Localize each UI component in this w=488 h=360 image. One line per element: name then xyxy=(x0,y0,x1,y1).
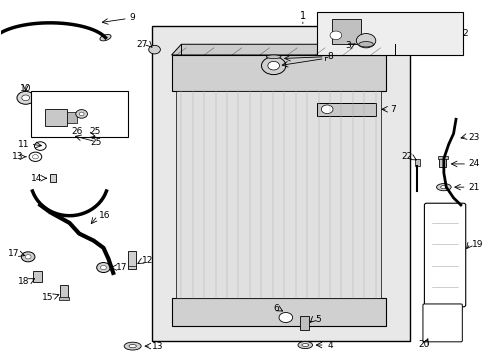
Text: 3: 3 xyxy=(345,41,351,50)
Text: 19: 19 xyxy=(470,240,482,249)
Bar xyxy=(127,251,135,269)
Bar xyxy=(331,19,361,44)
Ellipse shape xyxy=(266,55,281,59)
Text: 17: 17 xyxy=(8,249,20,258)
Circle shape xyxy=(25,255,31,259)
Circle shape xyxy=(21,252,35,262)
Bar xyxy=(171,55,385,91)
Text: 9: 9 xyxy=(129,13,135,22)
Circle shape xyxy=(97,262,110,273)
Circle shape xyxy=(148,45,160,54)
Text: 16: 16 xyxy=(99,211,110,220)
Circle shape xyxy=(267,62,279,70)
Bar xyxy=(414,158,419,166)
Circle shape xyxy=(22,95,30,101)
Circle shape xyxy=(329,31,341,40)
Bar xyxy=(176,91,380,298)
Text: 13: 13 xyxy=(152,342,163,351)
Bar xyxy=(59,297,69,300)
Text: 11: 11 xyxy=(18,140,30,149)
FancyBboxPatch shape xyxy=(152,26,409,341)
Circle shape xyxy=(321,105,332,113)
FancyBboxPatch shape xyxy=(422,304,461,342)
Text: 23: 23 xyxy=(467,132,479,141)
Text: 18: 18 xyxy=(18,277,30,286)
Text: 14: 14 xyxy=(31,174,42,183)
Text: 27: 27 xyxy=(136,40,147,49)
Bar xyxy=(317,103,375,116)
Ellipse shape xyxy=(124,342,141,350)
FancyBboxPatch shape xyxy=(424,203,465,307)
FancyBboxPatch shape xyxy=(317,12,462,55)
Text: 8: 8 xyxy=(326,52,332,61)
FancyBboxPatch shape xyxy=(30,91,127,137)
Text: 5: 5 xyxy=(314,315,320,324)
Circle shape xyxy=(76,110,87,118)
Ellipse shape xyxy=(436,184,450,191)
Bar xyxy=(438,157,446,167)
Text: 10: 10 xyxy=(20,84,31,93)
Ellipse shape xyxy=(297,342,312,348)
Text: 7: 7 xyxy=(389,105,395,114)
Polygon shape xyxy=(171,44,394,55)
Bar xyxy=(67,112,77,123)
Text: 2: 2 xyxy=(462,29,467,38)
Text: 20: 20 xyxy=(418,340,429,349)
Text: 1: 1 xyxy=(299,11,305,21)
Text: 17: 17 xyxy=(116,263,127,272)
Circle shape xyxy=(79,112,84,116)
Bar xyxy=(60,285,68,298)
Circle shape xyxy=(101,265,106,270)
Bar xyxy=(437,156,447,158)
Text: 4: 4 xyxy=(326,341,332,350)
Text: 25: 25 xyxy=(90,138,102,147)
Ellipse shape xyxy=(440,185,446,189)
Text: 13: 13 xyxy=(12,152,23,161)
Text: 25: 25 xyxy=(89,127,100,136)
Bar xyxy=(45,109,67,126)
Circle shape xyxy=(17,91,34,104)
Text: 22: 22 xyxy=(400,152,411,161)
Text: 12: 12 xyxy=(142,256,153,265)
Ellipse shape xyxy=(358,41,372,47)
Bar xyxy=(300,316,308,330)
Circle shape xyxy=(261,57,285,75)
Circle shape xyxy=(279,312,292,323)
Text: 6: 6 xyxy=(273,304,279,313)
Circle shape xyxy=(356,33,375,48)
Text: 26: 26 xyxy=(71,127,82,136)
Bar xyxy=(171,298,385,327)
Text: 24: 24 xyxy=(467,159,478,168)
Text: 15: 15 xyxy=(42,293,54,302)
Bar xyxy=(50,174,56,182)
Ellipse shape xyxy=(129,345,136,348)
Bar xyxy=(33,271,41,282)
Ellipse shape xyxy=(301,343,308,346)
Text: 21: 21 xyxy=(467,183,479,192)
Ellipse shape xyxy=(100,35,111,41)
